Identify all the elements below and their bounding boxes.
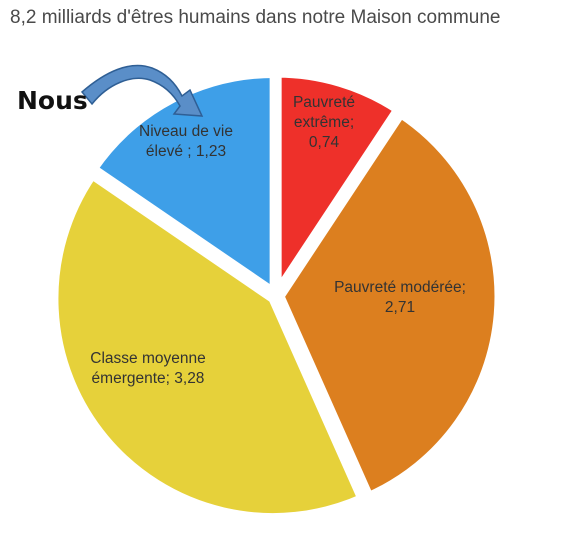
slice-label-line: 2,71 xyxy=(385,299,415,316)
slice-label-line: Classe moyenne xyxy=(90,350,205,367)
slice-label: Niveau de vie élevé ; 1,23 xyxy=(139,123,233,160)
slice-label-line: extrême; xyxy=(294,114,354,131)
slice-label-line: Pauvreté modérée; xyxy=(334,279,466,296)
slice-label-line: Pauvreté xyxy=(293,94,355,111)
pie-slice-niveau-de-vie-lev- xyxy=(88,68,279,297)
slice-label-line: émergente; 3,28 xyxy=(92,370,205,387)
pie-slice-classe-moyenne-mergente xyxy=(49,170,367,522)
nous-arrow-icon xyxy=(80,64,204,117)
pie-slice-pauvret-extr-me xyxy=(272,68,403,297)
pie-slice-pauvret-mod-r-e xyxy=(275,109,504,501)
slice-label-line: 0,74 xyxy=(309,134,340,151)
nous-label: Nous xyxy=(17,86,88,115)
chart-title: 8,2 milliards d'êtres humains dans notre… xyxy=(10,7,501,28)
slice-label: Classe moyenne émergente; 3,28 xyxy=(90,350,205,387)
slice-label: Pauvreté modérée; 2,71 xyxy=(334,279,466,316)
slice-label: Pauvreté extrême; 0,74 xyxy=(293,94,355,151)
slice-label-line: Niveau de vie xyxy=(139,123,233,140)
slice-label-line: élevé ; 1,23 xyxy=(146,143,226,160)
